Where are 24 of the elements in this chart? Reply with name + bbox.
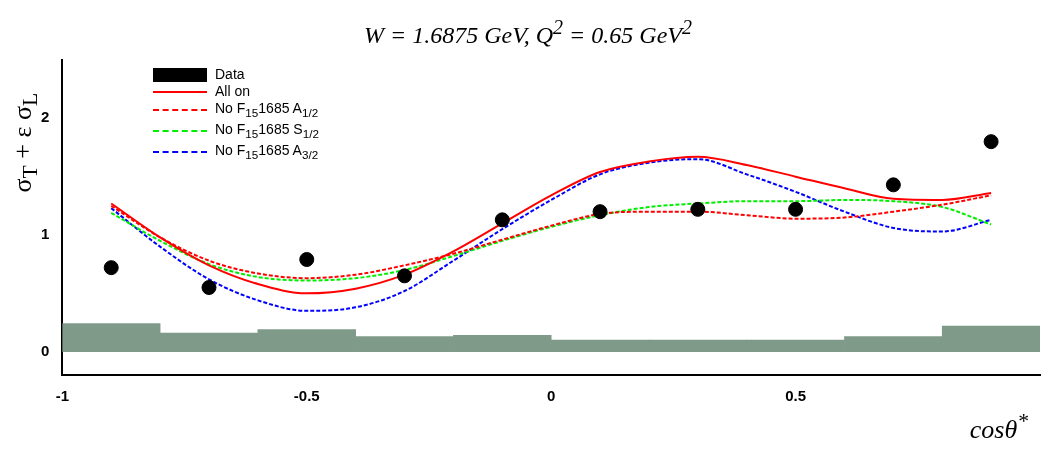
y-tick-label: 2 xyxy=(41,108,50,126)
x-tick-label: -0.5 xyxy=(293,387,320,405)
point xyxy=(299,252,315,267)
point xyxy=(103,260,119,276)
point xyxy=(983,134,999,150)
point xyxy=(788,201,804,217)
point xyxy=(690,201,706,217)
point xyxy=(592,204,608,220)
legend-label: No F$_{15}$1685 S$_{1/2}$ xyxy=(215,120,319,142)
legend-label: All on xyxy=(215,83,251,100)
point xyxy=(201,280,217,295)
point xyxy=(885,177,901,193)
x-tick-label: -1 xyxy=(55,387,70,405)
chart-title: W = 1.6875 GeV, Q$^{2}$ = 0.65 GeV$^{2}$ xyxy=(363,16,693,49)
legend-label: No F$_{15}$1685 A$_{3/2}$ xyxy=(215,141,319,163)
legend-label: No F$_{15}$1685 A$_{1/2}$ xyxy=(215,100,319,121)
y-tick-label: 1 xyxy=(41,225,50,243)
x-axis-title: cosθ$^{*}$ xyxy=(969,409,1028,445)
y-tick-label: 0 xyxy=(41,341,50,359)
point xyxy=(397,268,413,284)
x-tick-label: 0.5 xyxy=(785,387,807,405)
legend-label: Data xyxy=(215,66,245,83)
x-tick-label: 0 xyxy=(547,387,556,405)
point xyxy=(494,212,510,228)
